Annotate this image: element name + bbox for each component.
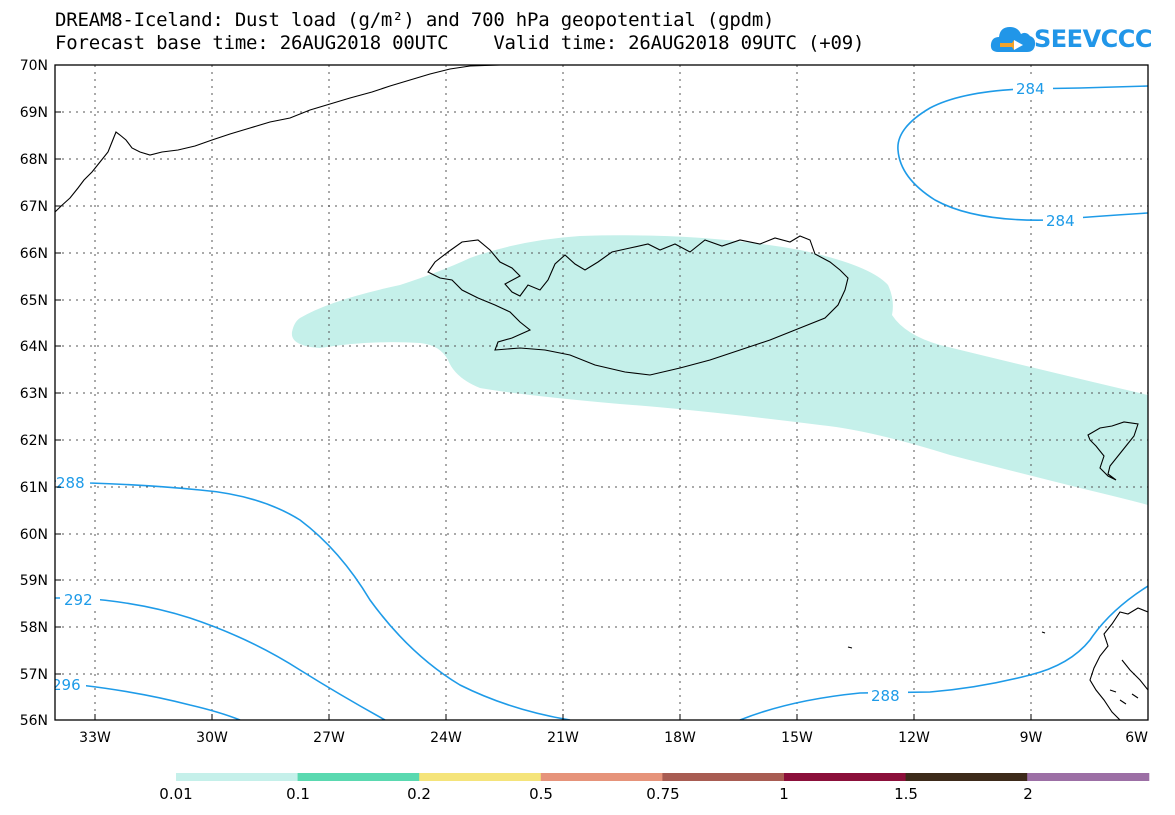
longitude-labels: 33W 30W 27W 24W 21W 18W 15W 12W 9W 6W — [79, 730, 1148, 746]
legend-swatch — [1027, 773, 1150, 781]
legend-swatch — [540, 773, 663, 781]
lon-label: 6W — [1125, 730, 1148, 746]
lat-label: 70N — [20, 58, 48, 74]
dust-legend-bar — [176, 773, 1150, 781]
legend-label: 0.01 — [159, 785, 193, 803]
legend-label: 2 — [1023, 785, 1033, 803]
graticule — [55, 65, 1148, 720]
legend-swatch — [176, 773, 299, 781]
lon-label: 21W — [547, 730, 579, 746]
seevccc-logo: SEEVCCC — [990, 16, 1160, 62]
lat-label: 65N — [20, 293, 48, 309]
contour-292 — [55, 597, 386, 720]
scotland-coast — [1089, 607, 1148, 720]
legend-swatch — [419, 773, 542, 781]
lat-label: 58N — [20, 620, 48, 636]
lon-label: 9W — [1020, 730, 1043, 746]
map-title: DREAM8-Iceland: Dust load (g/m²) and 700… — [55, 9, 775, 31]
contour-284 — [897, 85, 1148, 221]
faroe-coast — [1087, 421, 1139, 481]
contour-296 — [55, 682, 241, 720]
lat-label: 57N — [20, 667, 48, 683]
legend-swatch — [905, 773, 1028, 781]
legend-swatch — [297, 773, 420, 781]
contour-label-292: 292 — [64, 591, 93, 609]
lon-label: 33W — [79, 730, 111, 746]
lat-label: 56N — [20, 713, 48, 729]
logo-text: SEEVCCC — [1034, 25, 1153, 53]
lon-label: 30W — [196, 730, 228, 746]
lon-label: 12W — [898, 730, 930, 746]
lat-label: 64N — [20, 339, 48, 355]
legend-label: 0.75 — [646, 785, 680, 803]
lat-label: 67N — [20, 199, 48, 215]
contour-label-296: 296 — [52, 676, 81, 694]
lat-label: 68N — [20, 152, 48, 168]
lat-label: 62N — [20, 433, 48, 449]
lat-label: 61N — [20, 480, 48, 496]
legend-swatch — [662, 773, 785, 781]
contour-label-288-left: 288 — [56, 474, 85, 492]
cloud-icon — [990, 27, 1036, 52]
legend-label: 1 — [779, 785, 789, 803]
legend-label: 1.5 — [894, 785, 918, 803]
map-subtitle-times: Forecast base time: 26AUG2018 00UTC Vali… — [55, 32, 865, 54]
latitude-labels: 70N 69N 68N 67N 66N 65N 64N 63N 62N 61N … — [20, 58, 48, 729]
lat-label: 69N — [20, 105, 48, 121]
dust-load-area — [291, 235, 1148, 506]
lat-label: 63N — [20, 386, 48, 402]
lon-label: 27W — [313, 730, 345, 746]
contour-label-284-bottom: 284 — [1046, 212, 1075, 230]
coastlines — [55, 65, 1148, 720]
lon-label: 15W — [781, 730, 813, 746]
legend-label: 0.2 — [407, 785, 431, 803]
greenland-coast — [55, 65, 501, 213]
legend-swatch — [784, 773, 907, 781]
legend-label: 0.1 — [286, 785, 310, 803]
legend-label: 0.5 — [529, 785, 553, 803]
contour-288-right — [739, 585, 1148, 720]
axis-ticks — [55, 64, 1032, 720]
iceland-coast — [427, 235, 849, 376]
contour-label-288-right: 288 — [871, 687, 900, 705]
contour-288-left — [55, 480, 571, 720]
contour-label-284-top: 284 — [1016, 80, 1045, 98]
lat-label: 60N — [20, 527, 48, 543]
lat-label: 66N — [20, 246, 48, 262]
lon-label: 18W — [664, 730, 696, 746]
lon-label: 24W — [430, 730, 462, 746]
lat-label: 59N — [20, 573, 48, 589]
